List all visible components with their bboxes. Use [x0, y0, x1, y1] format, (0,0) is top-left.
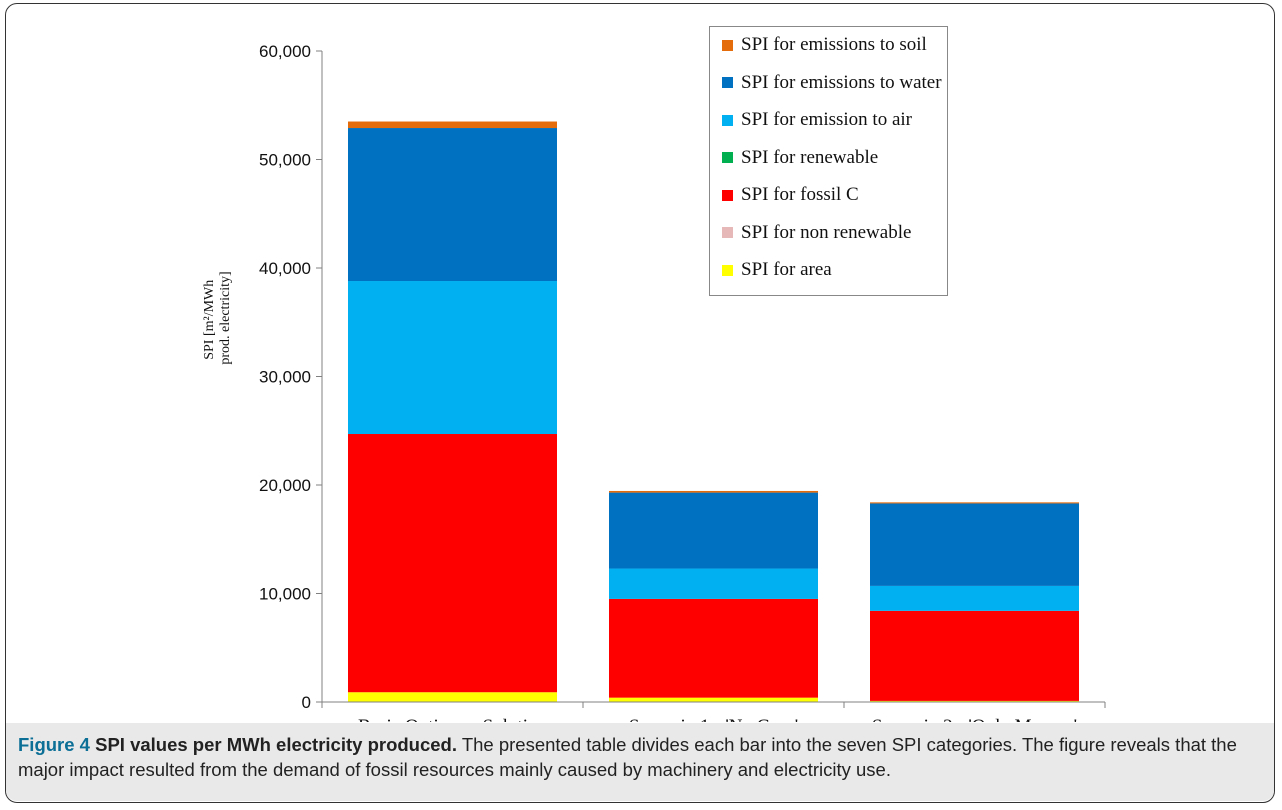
- bar-segment: [609, 490, 818, 493]
- y-axis-title: SPI [m²/MWh prod. electricity]: [202, 271, 233, 364]
- y-tick-label: 0: [302, 693, 311, 712]
- caption-text: The presented table divides each bar int…: [18, 734, 1237, 780]
- legend-item: SPI for fossil C: [722, 180, 859, 210]
- y-tick-label: 30,000: [259, 368, 311, 387]
- legend-swatch: [722, 39, 733, 51]
- legend-item: SPI for emissions to soil: [722, 30, 927, 60]
- legend-label: SPI for fossil C: [741, 184, 859, 205]
- legend-swatch: [722, 77, 733, 88]
- bar-segment: [348, 434, 557, 693]
- x-axis: Basic Optimum Solution Scenario 1 - 'No C…: [321, 701, 1106, 722]
- bars: [348, 121, 1079, 702]
- bar-segment: [348, 121, 557, 129]
- bar-segment: [870, 503, 1079, 586]
- legend-item: SPI for area: [722, 255, 832, 285]
- legend-swatch: [722, 189, 733, 201]
- legend-swatch: [722, 264, 733, 276]
- y-axis-title-line-1: SPI [m²/MWh: [202, 280, 217, 360]
- legend-item: SPI for non renewable: [722, 218, 911, 248]
- chart-legend: SPI for emissions to soil SPI for emissio…: [709, 26, 948, 296]
- legend-item: SPI for emission to air: [722, 105, 912, 135]
- y-tick-label: 60,000: [259, 42, 311, 61]
- bar-segment: [870, 610, 1079, 701]
- bar-segment: [870, 700, 1079, 702]
- legend-swatch: [722, 227, 733, 238]
- y-axis-title-line-2: prod. electricity]: [218, 271, 233, 364]
- legend-item: SPI for emissions to water: [722, 68, 942, 98]
- stacked-bar-chart: 0 10,000 20,000 30,000 40,000 50,000 60,000 Ba…: [202, 42, 1106, 722]
- legend-label: SPI for area: [741, 259, 832, 280]
- bar-segment: [348, 281, 557, 435]
- bar-segment: [609, 697, 818, 702]
- bar-segment: [348, 692, 557, 702]
- bar-segment: [870, 585, 1079, 611]
- caption-title: SPI values per MWh electricity produced.: [95, 734, 457, 755]
- legend-swatch: [722, 114, 733, 126]
- bar-segment: [870, 502, 1079, 504]
- caption-background: [6, 723, 1274, 801]
- x-category-label: Scenario 1 - 'No Corn': [629, 716, 798, 722]
- legend-swatch: [722, 152, 733, 163]
- legend-label: SPI for emission to air: [741, 109, 912, 130]
- bar-segment: [609, 492, 818, 569]
- legend-label: SPI for emissions to soil: [741, 34, 927, 55]
- y-tick-label: 10,000: [259, 585, 311, 604]
- y-tick-label: 20,000: [259, 476, 311, 495]
- bar-segment: [609, 568, 818, 599]
- figure-frame: [5, 3, 1275, 803]
- y-axis: 0 10,000 20,000 30,000 40,000 50,000 60,000: [259, 42, 323, 712]
- x-category-label: Scenario 2 - 'Only Manure': [872, 716, 1077, 722]
- legend-item: SPI for renewable: [722, 143, 878, 173]
- caption-figure-label: Figure 4: [18, 734, 90, 755]
- y-tick-label: 40,000: [259, 259, 311, 278]
- y-tick-label: 50,000: [259, 151, 311, 170]
- x-category-label: Basic Optimum Solution: [358, 716, 547, 722]
- legend-label: SPI for non renewable: [741, 221, 912, 243]
- legend-label: SPI for renewable: [741, 146, 879, 168]
- figure-caption: Figure 4 SPI values per MWh electricity …: [18, 732, 1268, 782]
- bar-segment: [348, 128, 557, 282]
- legend-label: SPI for emissions to water: [741, 71, 942, 93]
- bar-segment: [609, 598, 818, 698]
